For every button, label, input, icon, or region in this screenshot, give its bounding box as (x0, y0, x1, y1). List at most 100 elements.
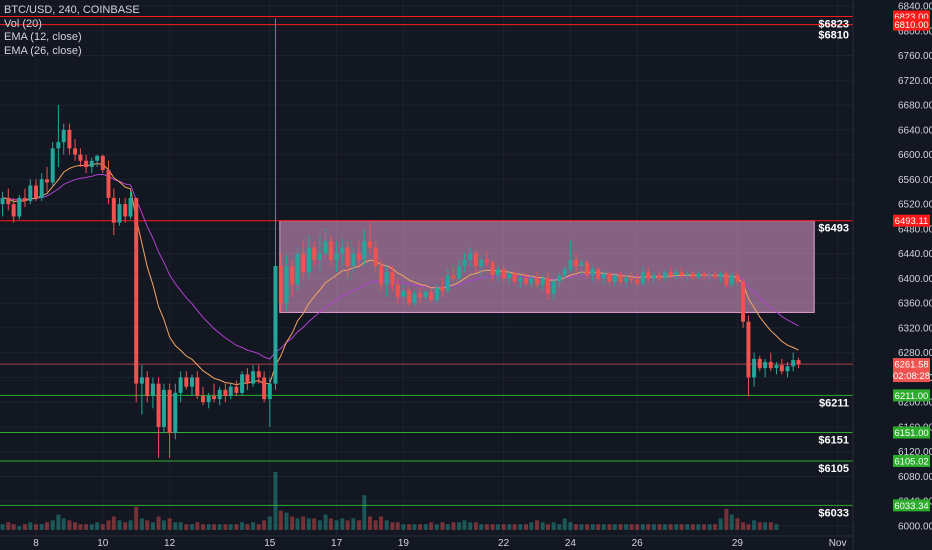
volume-bar (490, 524, 495, 530)
volume-bar (468, 522, 473, 530)
volume-bar (741, 522, 746, 530)
candle-body (596, 269, 601, 279)
candle (490, 259, 495, 282)
candle-body (395, 284, 400, 297)
candle-body (551, 281, 556, 294)
candle (89, 157, 94, 174)
volume-bar (22, 524, 27, 530)
candle-body (312, 247, 317, 260)
candle-body (418, 293, 423, 297)
candle-body (685, 273, 690, 276)
volume-bar (167, 518, 172, 530)
volume-bar (607, 524, 612, 530)
candle (741, 278, 746, 328)
candle-body (251, 371, 256, 384)
candle (418, 287, 423, 304)
candle-body (89, 160, 94, 167)
candle-body (518, 278, 523, 282)
volume-bar (0, 524, 5, 530)
candle-body (195, 377, 200, 396)
volume-bar (473, 522, 478, 530)
volume-bar (89, 524, 94, 530)
candle-body (401, 290, 406, 297)
candle (557, 272, 562, 288)
candle (139, 365, 144, 415)
candle (78, 148, 83, 167)
candle-body (189, 377, 194, 387)
price-tick-label: 6400.00 (898, 274, 932, 285)
candle-body (78, 154, 83, 161)
candle-body (791, 360, 796, 367)
volume-bar (240, 522, 245, 530)
candle (651, 272, 656, 284)
horizontal-levels (0, 16, 853, 506)
volume-bar (34, 524, 38, 530)
candle (713, 270, 718, 280)
volume-bar (267, 516, 272, 530)
volume-indicator-label[interactable]: Vol (20) (4, 17, 42, 30)
candle (462, 253, 467, 273)
volume-bar (61, 518, 66, 530)
candle (746, 315, 751, 396)
candle (401, 284, 406, 304)
ema26-indicator-label[interactable]: EMA (26, close) (4, 44, 82, 57)
candle (128, 191, 133, 220)
volume-bar (206, 524, 211, 530)
candle (551, 278, 556, 301)
volume-bar (340, 518, 345, 530)
candle-body (529, 278, 534, 284)
volume-bar (111, 516, 116, 530)
candle (150, 377, 155, 409)
candle-body (134, 197, 139, 384)
candle (707, 272, 712, 281)
volume-bar (201, 524, 205, 530)
volume-bar (618, 524, 623, 530)
candle-body (640, 272, 645, 284)
volume-bar (245, 524, 250, 530)
price-tick-label: 6720.00 (898, 76, 932, 87)
candle-body (351, 253, 356, 266)
candle (17, 194, 22, 220)
volume-bars (0, 472, 779, 530)
candle (306, 235, 311, 279)
candle-body (345, 247, 350, 266)
candle (123, 197, 128, 223)
candle-body (228, 386, 233, 396)
volume-bar (429, 522, 434, 530)
candle-body (95, 155, 100, 161)
candle-body (123, 204, 128, 217)
candle (540, 275, 545, 291)
ema12-indicator-label[interactable]: EMA (12, close) (4, 31, 82, 43)
volume-bar (379, 516, 384, 530)
candle-body (729, 275, 734, 285)
volume-bar (757, 522, 762, 530)
candle (451, 266, 456, 282)
candle (735, 270, 740, 285)
candle-body (384, 272, 389, 285)
candle-body (306, 247, 311, 273)
candle-body (128, 197, 133, 217)
candle-body (674, 272, 679, 276)
symbol-title[interactable]: BTC/USD, 240, COINBASE (4, 4, 140, 16)
candle-body (445, 275, 450, 291)
candle (22, 188, 27, 208)
volume-bar (445, 524, 450, 530)
candle-body (429, 292, 434, 301)
candle (729, 272, 734, 288)
candle-body (17, 197, 22, 217)
volume-bar (295, 518, 300, 530)
candle (774, 361, 779, 375)
candle (407, 287, 412, 307)
price-tick-label: 6360.00 (898, 299, 932, 310)
last-price-badge (893, 358, 930, 383)
price-tick-label: 6600.00 (898, 150, 932, 161)
candle (45, 166, 50, 192)
candle-body (557, 275, 562, 282)
candle-body (713, 274, 718, 278)
candle-body (278, 266, 283, 304)
candle (11, 197, 16, 223)
candle-body (323, 241, 328, 254)
volume-bar (256, 524, 261, 530)
candle-body (512, 273, 517, 282)
